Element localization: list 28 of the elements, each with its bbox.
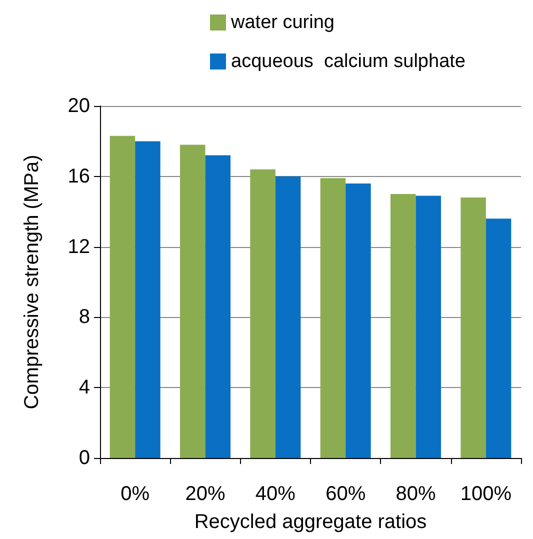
bar [205, 155, 231, 458]
bar [390, 194, 416, 458]
x-tick-label: 40% [255, 483, 296, 505]
y-axis-title: Compressive strength (MPa) [21, 154, 43, 410]
bar [250, 169, 276, 458]
bar [320, 178, 346, 458]
x-tick-label: 100% [460, 483, 512, 505]
y-tick-label: 0 [78, 447, 90, 469]
legend-label: water curing [230, 12, 334, 33]
x-tick-label: 20% [185, 483, 226, 505]
bar [135, 141, 160, 458]
x-tick-label: 60% [326, 483, 366, 505]
y-tick-label: 12 [68, 236, 90, 258]
bar [460, 198, 486, 458]
x-tick-label: 80% [396, 483, 436, 505]
bar [110, 136, 136, 458]
y-tick-label: 16 [68, 165, 90, 188]
y-tick-label: 20 [68, 95, 90, 117]
x-axis-title: Recycled aggregate ratios [194, 511, 427, 533]
x-tick-label: 0% [120, 483, 150, 505]
bar [180, 144, 206, 458]
y-tick-label: 4 [78, 376, 90, 399]
legend-label: acqueous calcium sulphate [231, 51, 466, 72]
bar [275, 176, 301, 458]
bar [486, 218, 512, 458]
bar [346, 183, 371, 458]
y-tick-label: 8 [78, 306, 90, 328]
bar [416, 196, 442, 458]
